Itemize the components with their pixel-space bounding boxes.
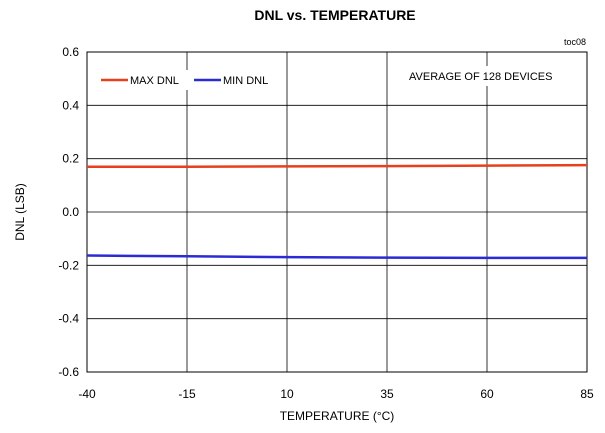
x-tick-labels: -40 -15 10 35 60 85 xyxy=(78,387,594,401)
x-tick-label: -40 xyxy=(78,387,96,401)
legend: MAX DNL MIN DNL xyxy=(94,70,282,90)
chart-title: DNL vs. TEMPERATURE xyxy=(254,7,415,23)
annotation-background xyxy=(403,66,577,86)
y-tick-label: -0.2 xyxy=(58,258,79,272)
legend-label-max-dnl: MAX DNL xyxy=(130,75,179,87)
annotation-text: AVERAGE OF 128 DEVICES xyxy=(409,71,552,83)
x-tick-label: 60 xyxy=(480,387,494,401)
x-tick-label: -15 xyxy=(178,387,196,401)
legend-label-min-dnl: MIN DNL xyxy=(223,75,268,87)
x-tick-label: 35 xyxy=(380,387,394,401)
x-axis-label: TEMPERATURE (°C) xyxy=(280,409,395,423)
x-tick-label: 85 xyxy=(580,387,594,401)
y-axis-label: DNL (LSB) xyxy=(13,183,27,241)
legend-background xyxy=(94,70,282,90)
y-tick-labels: 0.6 0.4 0.2 0.0 -0.2 -0.4 -0.6 xyxy=(58,45,79,379)
y-tick-label: 0.0 xyxy=(62,205,79,219)
series-line-max-dnl xyxy=(87,163,588,168)
y-tick-label: -0.6 xyxy=(58,365,79,379)
y-tick-label: -0.4 xyxy=(58,312,79,326)
y-tick-label: 0.6 xyxy=(62,45,79,59)
x-tick-label: 10 xyxy=(280,387,294,401)
plot-area-border xyxy=(86,51,588,373)
series-lines xyxy=(86,163,588,260)
y-tick-label: 0.2 xyxy=(62,152,79,166)
figure-id: toc08 xyxy=(564,37,586,47)
series-line-min-dnl xyxy=(86,254,587,260)
y-tick-label: 0.4 xyxy=(62,98,79,112)
grid xyxy=(86,51,588,373)
